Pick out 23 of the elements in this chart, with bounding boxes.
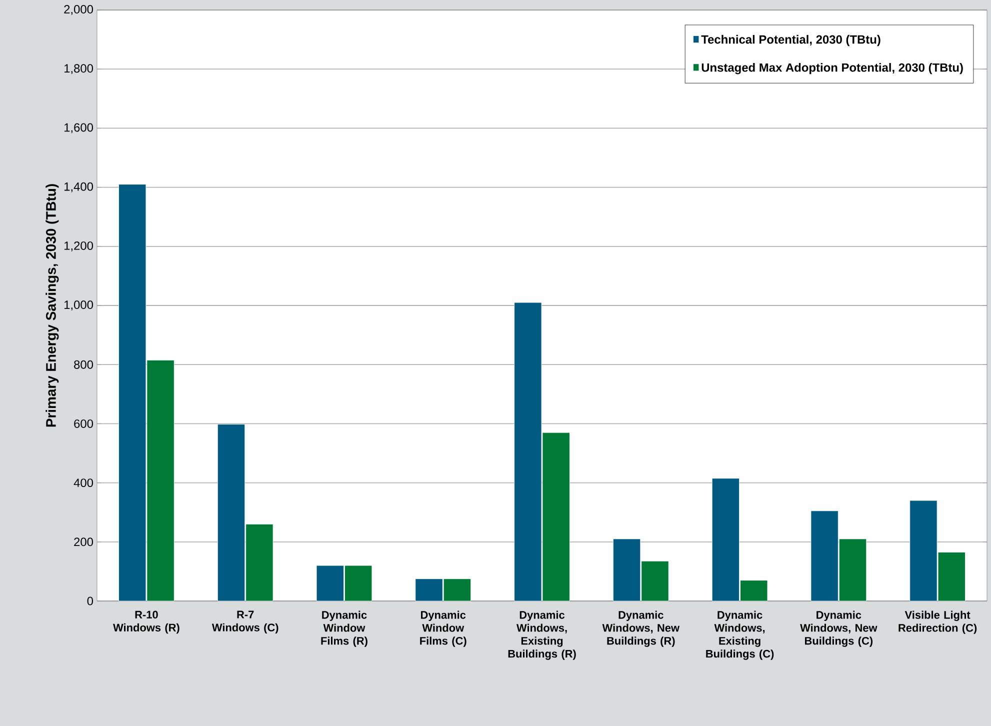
y-tick-label: 1,000 (64, 300, 94, 310)
x-tick-label: Dynamic Windows, Existing Buildings (C) (706, 610, 774, 660)
x-tick-label: Dynamic Window Films (R) (321, 610, 368, 647)
x-tick-label: Dynamic Windows, Existing Buildings (R) (508, 610, 576, 660)
y-tick-label: 1,200 (64, 241, 94, 252)
y-tick-label: 600 (74, 419, 94, 428)
y-tick-label: 200 (74, 538, 94, 546)
y-tick-label: 1,600 (64, 123, 94, 134)
x-tick-label: Dynamic Windows, New Buildings (C) (800, 610, 878, 647)
y-axis-title: Primary Energy Savings, 2030 (TBtu) (46, 184, 59, 427)
x-tick-label: Dynamic Windows, New Buildings (R) (602, 610, 680, 647)
legend-label: Technical Potential, 2030 (TBtu) (701, 34, 880, 46)
y-tick-label: 2,000 (64, 5, 94, 15)
x-tick-label: Dynamic Window Films (C) (420, 610, 466, 647)
y-tick-label: 1,800 (64, 64, 94, 74)
y-tick-label: 1,400 (64, 182, 94, 192)
legend-label: Unstaged Max Adoption Potential, 2030 (TBtu) (702, 63, 963, 74)
y-tick-label: 800 (74, 360, 94, 369)
y-tick-label: 400 (74, 478, 94, 488)
x-tick-label: Visible Light Redirection (C) (898, 610, 977, 634)
y-tick-label: 0 (87, 596, 94, 606)
x-tick-label: R-10 Windows (R) (113, 610, 180, 634)
x-tick-label: R-7 Windows (C) (212, 610, 278, 634)
